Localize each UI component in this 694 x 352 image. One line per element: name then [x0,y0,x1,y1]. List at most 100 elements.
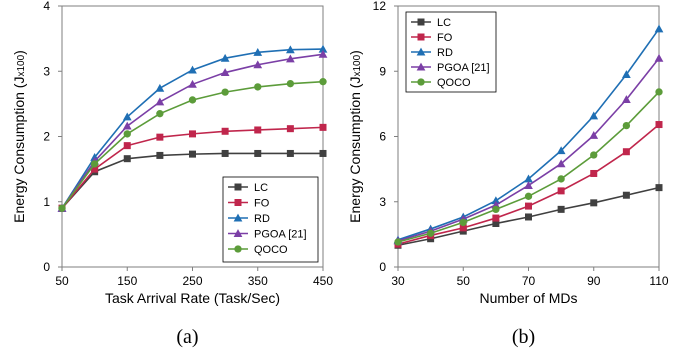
panel-caption: (a) [176,326,198,348]
data-point [319,123,327,131]
data-point [590,169,598,177]
data-point [492,220,500,227]
data-point [622,95,631,104]
y-tick-label: 3 [379,195,386,209]
data-point [221,127,229,135]
y-axis-title: Energy Consumption (Jx100) [11,50,27,223]
data-point [189,130,196,138]
data-point [253,60,263,69]
y-tick-label: 0 [43,260,50,274]
data-point [557,175,565,183]
data-point [189,150,196,158]
data-point [286,125,294,133]
data-point [253,47,263,56]
data-point [254,126,262,134]
legend-marker [416,62,426,71]
data-point [58,204,66,212]
x-tick-label: 110 [649,274,668,288]
legend-marker [234,199,242,206]
data-point [589,111,599,120]
series-rd [57,44,328,212]
series-qoco [394,88,663,246]
legend-label: PGOA [21] [254,229,307,241]
y-tick-label: 1 [43,195,50,209]
data-point [155,83,165,92]
legend-b: LC FO RD PGOA [21] QOCO [405,11,497,93]
y-tick-label: 3 [43,64,50,78]
y-tick-label: 6 [379,130,386,144]
panel-caption: (b) [512,326,535,348]
data-point [254,83,262,91]
legend-marker [233,213,243,222]
data-point [221,88,229,96]
data-point [655,184,663,192]
data-point [524,174,533,183]
data-point [654,24,664,33]
data-point [525,213,532,221]
x-tick-label: 70 [522,274,536,288]
y-tick-label: 4 [43,0,50,13]
x-axis-title: Number of MDs [479,290,577,306]
legend-marker [416,47,426,56]
legend-marker [233,229,243,237]
x-tick-label: 50 [457,274,471,288]
x-tick-label: 150 [117,274,137,288]
legend-label: FO [437,32,453,44]
data-point [254,149,262,157]
x-tick-label: 350 [248,274,268,288]
data-point [557,205,565,213]
x-tick-label: 90 [587,274,601,288]
data-point [122,121,132,130]
data-point [524,181,533,189]
data-point [525,202,532,210]
legend-a: LC FO RD PGOA [21] QOCO [222,176,319,263]
data-point [286,45,295,54]
legend-marker [234,183,242,191]
legend-label: RD [254,213,270,225]
legend-marker [417,33,425,41]
data-point [91,165,99,173]
data-point [556,146,566,155]
data-point [155,97,165,106]
x-tick-label: 30 [391,274,405,288]
data-point [492,214,500,222]
data-point [655,88,663,96]
data-point [557,187,565,195]
chart-panel-b: 0 3 6 9 12 30 50 70 90 110 Number of MDs Energy Con… [347,0,669,348]
data-point [491,196,501,205]
data-point [156,151,164,159]
data-point [286,149,294,157]
data-point [156,109,164,118]
legend-label: QOCO [437,77,471,89]
data-point [123,130,131,138]
data-point [90,160,99,168]
x-tick-label: 250 [182,274,202,288]
data-point [220,68,230,77]
data-point [220,53,230,62]
legend-label: PGOA [21] [437,62,490,74]
x-axis-title: Task Arrival Rate (Task/Sec) [105,290,280,306]
data-point [524,192,533,200]
data-point [221,149,229,157]
data-point [654,53,664,62]
data-point [459,224,467,232]
series-qoco [58,78,327,212]
data-point [188,96,197,104]
data-point [426,229,435,237]
data-point [319,149,327,157]
data-point [122,112,132,121]
y-tick-label: 9 [379,64,386,78]
x-tick-label: 50 [55,274,69,288]
y-tick-label: 0 [379,260,386,274]
legend-label: QOCO [254,244,288,256]
data-point [319,78,327,86]
y-axis-title: Energy Consumption (Jx100) [347,50,363,223]
x-tick-label: 450 [313,274,333,288]
data-point [590,199,598,207]
data-point [394,238,402,246]
data-point [556,159,566,168]
data-point [188,65,197,74]
data-point [318,44,328,53]
